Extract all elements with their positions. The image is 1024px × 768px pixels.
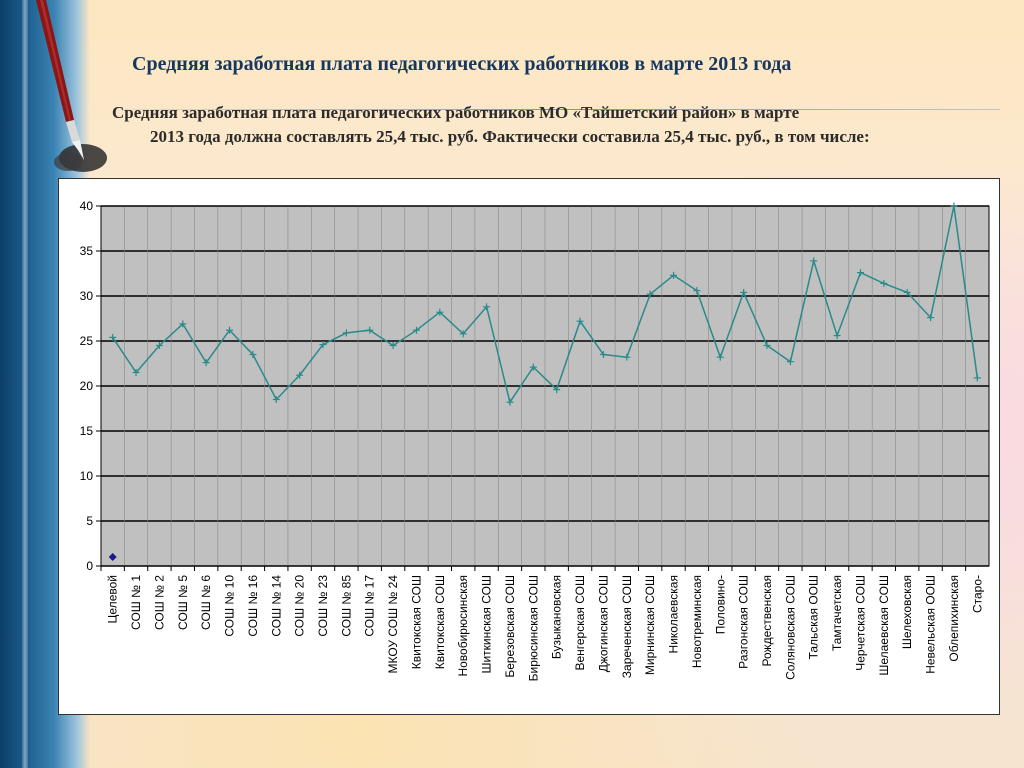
band-stripe (22, 0, 28, 768)
x-tick-label: Тальская ООШ (807, 575, 821, 659)
y-tick-label: 30 (80, 289, 94, 303)
data-point (459, 330, 467, 338)
data-point (109, 333, 117, 341)
target-marker (108, 553, 117, 561)
data-point (132, 369, 140, 376)
y-tick-label: 10 (80, 469, 94, 483)
data-point (249, 351, 257, 358)
data-point (483, 303, 491, 311)
data-point (342, 329, 350, 337)
x-tick-label: СОШ № 2 (152, 575, 166, 630)
x-tick-label: Рождественская (760, 575, 774, 666)
x-tick-label: СОШ № 10 (223, 575, 237, 637)
data-point (950, 202, 958, 210)
x-tick-label: СОШ № 14 (269, 575, 283, 637)
data-point (763, 342, 771, 349)
data-point (389, 342, 397, 349)
data-point (833, 332, 841, 340)
data-point (202, 359, 210, 367)
x-tick-label: Облепихинская (947, 575, 961, 662)
x-axis-ticks: Целевой СОШ № 1 СОШ № 2 СОШ № 5 СОШ № 6 СОШ №… (100, 566, 984, 681)
x-tick-label: СОШ № 1 (129, 575, 143, 630)
data-point (179, 320, 187, 328)
data-point (272, 396, 280, 403)
intro-line-1: Средняя заработная плата педагогических … (112, 103, 800, 122)
x-tick-label: Разгонская СОШ (737, 575, 751, 669)
data-point (296, 371, 304, 379)
y-tick-label: 0 (86, 559, 93, 573)
intro-text: Средняя заработная плата педагогических … (112, 101, 962, 149)
x-tick-label: СОШ № 20 (293, 575, 307, 637)
x-tick-label: Старо- (970, 575, 984, 613)
x-tick-label: Джогинская СОШ (596, 575, 610, 672)
header-divider (120, 109, 1000, 110)
x-tick-label: Березовская СОШ (503, 575, 517, 678)
data-point (155, 342, 163, 349)
x-tick-label: Целевой (106, 575, 120, 623)
data-point (740, 288, 748, 296)
x-tick-label: Невельская ООШ (924, 575, 938, 674)
x-tick-label: Квитокская СОШ (433, 575, 447, 669)
data-point (529, 363, 537, 371)
x-tick-label: СОШ № 5 (176, 575, 190, 630)
pen-illustration (36, 0, 107, 172)
x-tick-label: Черчетская СОШ (853, 575, 867, 671)
data-point (670, 271, 678, 279)
data-point (810, 257, 818, 265)
y-tick-label: 5 (86, 514, 93, 528)
data-point (436, 308, 444, 316)
data-point (856, 269, 864, 277)
x-tick-label: Новобирюсинская (456, 575, 470, 677)
x-tick-label: Квитокская СОШ (409, 575, 423, 669)
data-point (623, 353, 631, 361)
x-tick-label: СОШ № 6 (199, 575, 213, 630)
data-point (693, 287, 701, 295)
x-tick-label: Николаевская (667, 575, 681, 653)
data-point (599, 351, 607, 358)
x-tick-label: Бузыкановская (550, 575, 564, 659)
data-point (880, 279, 888, 287)
data-point (319, 341, 327, 349)
x-tick-label: СОШ № 17 (363, 575, 377, 637)
x-tick-label: МКОУ СОШ № 24 (386, 575, 400, 674)
data-point (973, 374, 981, 382)
y-tick-label: 20 (80, 379, 94, 393)
x-tick-label: Половино- (713, 575, 727, 634)
series-line (112, 205, 979, 405)
series-layer (108, 202, 981, 561)
x-tick-label: Соляновская СОШ (783, 575, 797, 680)
x-tick-label: Зареченская СОШ (620, 575, 634, 678)
data-point (226, 326, 234, 334)
x-tick-label: Мирнинская СОШ (643, 575, 657, 675)
x-tick-label: СОШ № 23 (316, 575, 330, 637)
data-point (903, 288, 911, 296)
y-tick-label: 15 (80, 424, 94, 438)
x-tick-label: Венгерская СОШ (573, 575, 587, 671)
intro-line-2: 2013 года должна составлять 25,4 тыс. ру… (150, 127, 870, 146)
line-chart: 0 5 10 15 20 25 30 35 40 Целевой СОШ № 1 СОШ № 2 СО… (80, 199, 990, 681)
data-point (576, 317, 584, 325)
x-tick-label: Шелаевская СОШ (877, 575, 891, 676)
x-tick-label: Новотреминская (690, 575, 704, 668)
x-tick-label: Бирюсинская СОШ (526, 575, 540, 681)
x-tick-label: СОШ № 85 (339, 575, 353, 637)
y-axis-ticks: 0 5 10 15 20 25 30 35 40 (80, 199, 101, 573)
data-point (366, 326, 374, 334)
y-tick-label: 40 (80, 199, 94, 213)
data-point (927, 314, 935, 322)
data-point (506, 398, 514, 406)
data-point (553, 386, 561, 394)
data-point (786, 358, 794, 366)
data-point (412, 326, 420, 334)
y-tick-label: 25 (80, 334, 94, 348)
x-tick-label: СОШ № 16 (246, 575, 260, 637)
x-tick-label: Шелеховская (900, 575, 914, 649)
slide-title: Средняя заработная плата педагогических … (132, 53, 792, 75)
data-point (716, 353, 724, 361)
y-tick-label: 35 (80, 244, 94, 258)
x-tick-label: Тамтачетская (830, 575, 844, 651)
data-point (646, 290, 654, 298)
x-tick-label: Шиткинская СОШ (480, 575, 494, 674)
chart-frame: 0 5 10 15 20 25 30 35 40 Целевой СОШ № 1 СОШ № 2 СО… (58, 178, 1000, 715)
